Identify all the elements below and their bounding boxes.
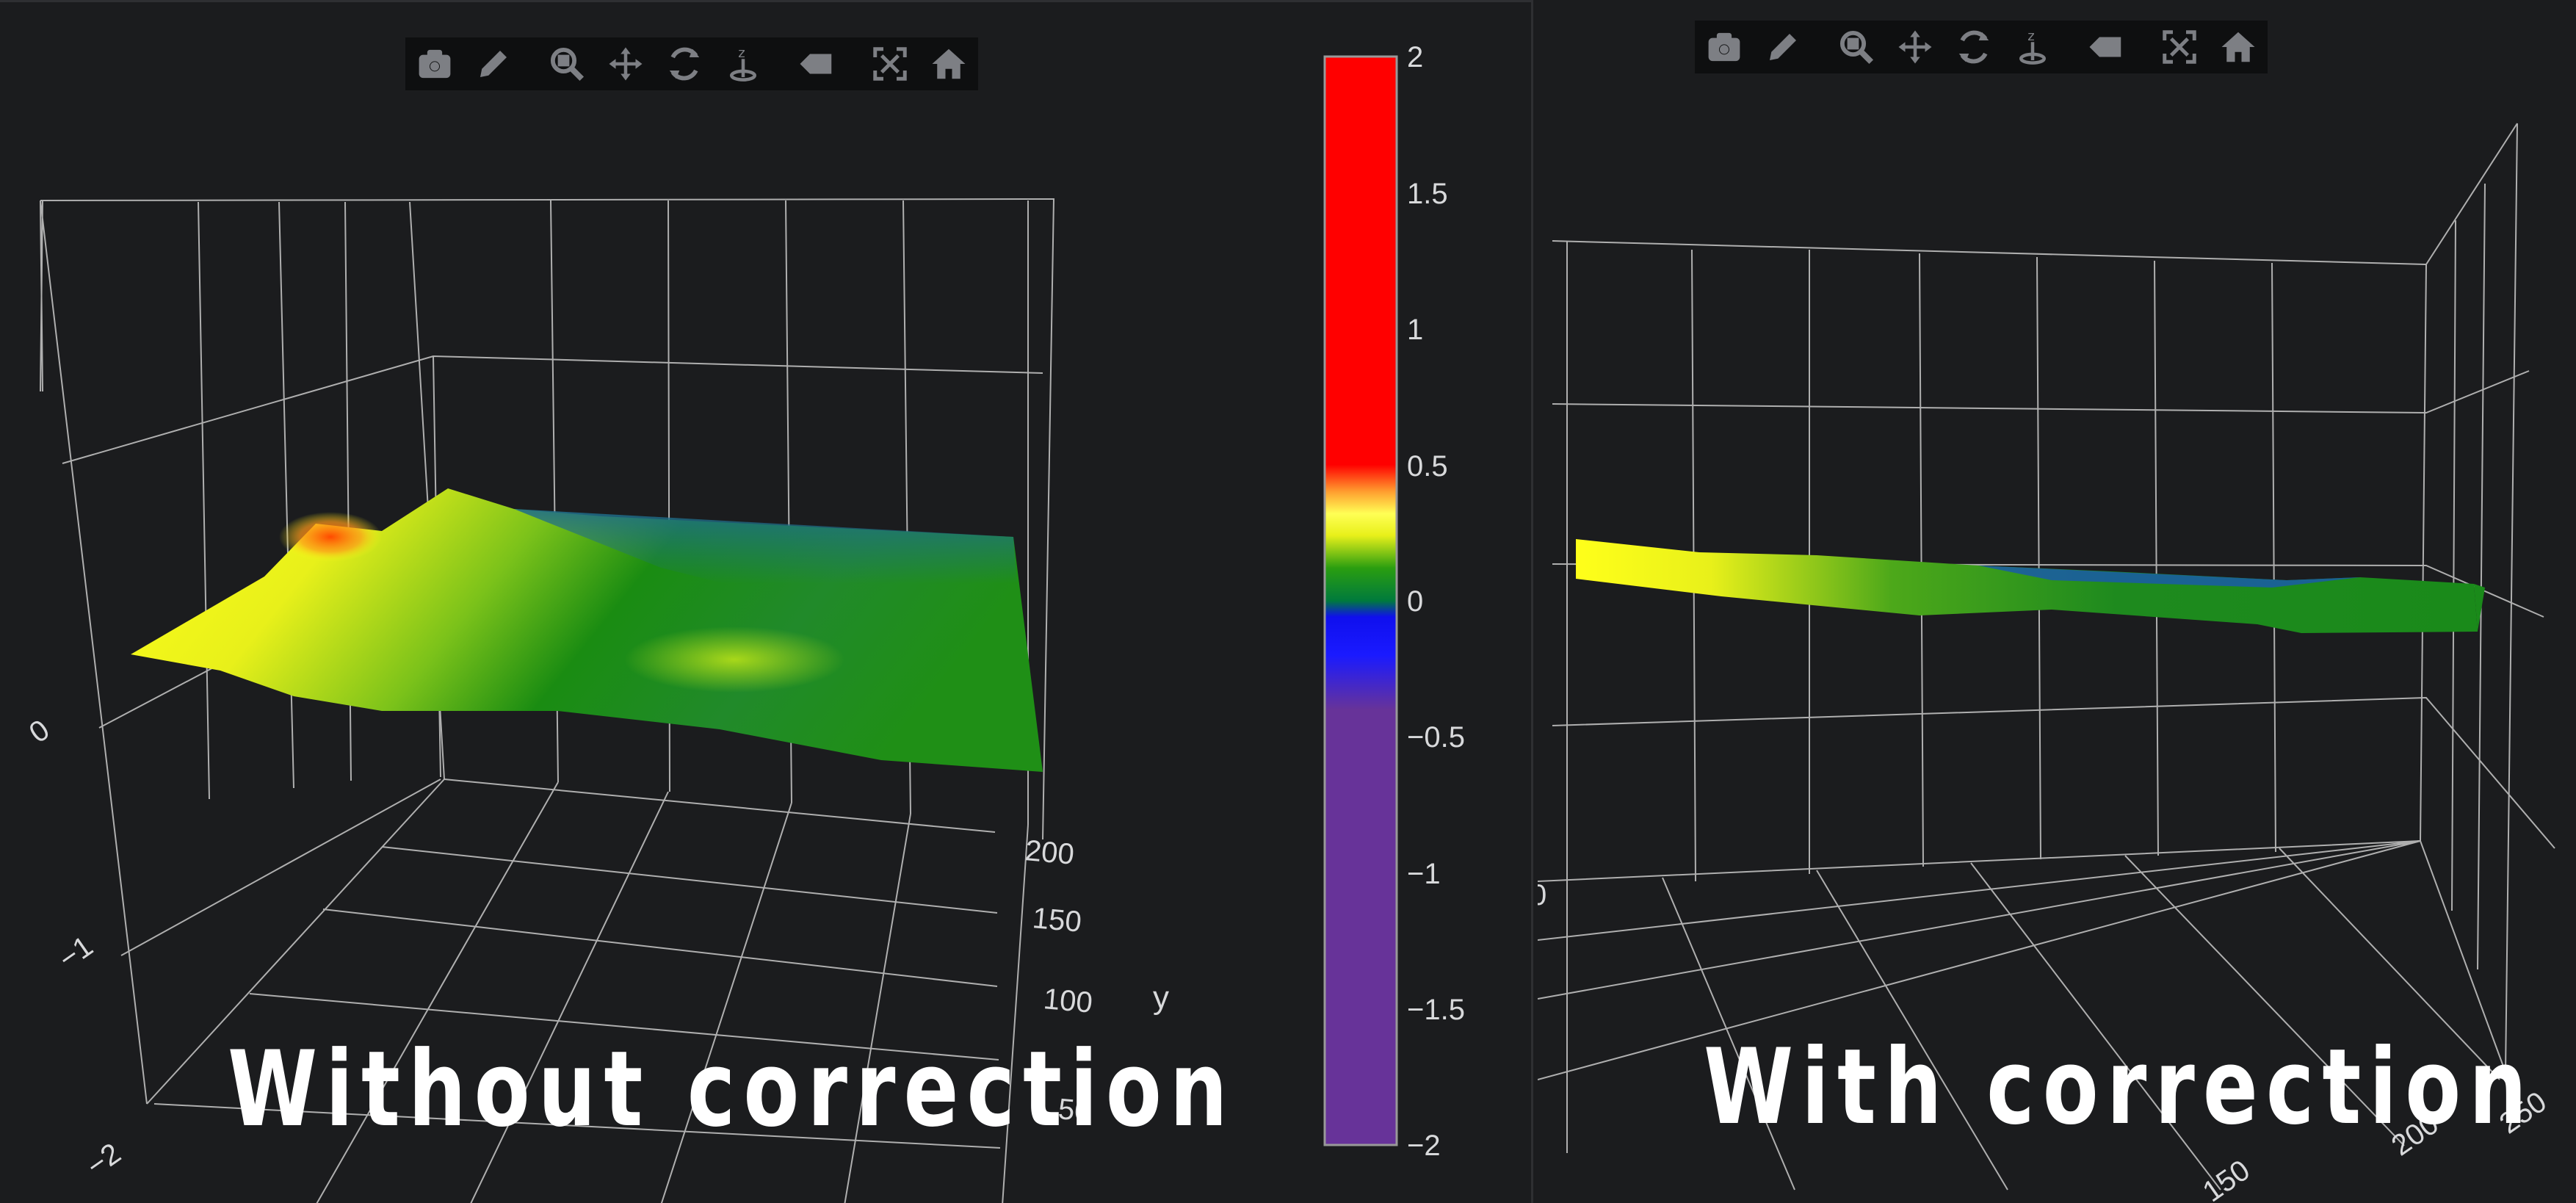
right-plot-panel: z bbox=[1538, 0, 2576, 1203]
grid-lines bbox=[40, 198, 1055, 1203]
colorbar-gradient bbox=[1323, 55, 1398, 1146]
z-tick-neg2: −2 bbox=[81, 1137, 127, 1182]
surface-right bbox=[1576, 539, 2485, 633]
colorbar-tick-neg1: −1 bbox=[1407, 858, 1441, 890]
orbit-rotation-icon[interactable] bbox=[655, 37, 714, 90]
autoscale-icon[interactable] bbox=[2150, 21, 2209, 73]
y-tick-200: 200 bbox=[1024, 834, 1075, 871]
pan-icon[interactable] bbox=[596, 37, 655, 90]
reset-camera-icon[interactable] bbox=[787, 37, 846, 90]
turntable-rotation-icon[interactable]: z bbox=[2003, 21, 2062, 73]
right-tick-150: 150 bbox=[2197, 1154, 2256, 1203]
zoom-icon[interactable] bbox=[1827, 21, 1886, 73]
z-tick-0: 0 bbox=[23, 714, 55, 750]
y-tick-100: 100 bbox=[1042, 983, 1093, 1019]
camera-icon[interactable] bbox=[405, 37, 464, 90]
surface bbox=[131, 488, 1043, 772]
right-3d-surface-plot[interactable]: 250 200 150 0 bbox=[1538, 0, 2576, 1203]
zoom-icon[interactable] bbox=[538, 37, 596, 90]
right-caption: With correction bbox=[1704, 1027, 2535, 1148]
plot-toolbar: z bbox=[405, 37, 978, 90]
home-icon[interactable] bbox=[919, 37, 978, 90]
colorbar-tick-0: 0 bbox=[1407, 585, 1423, 618]
camera-icon[interactable] bbox=[1695, 21, 1754, 73]
pencil-icon[interactable] bbox=[464, 37, 523, 90]
plot-toolbar-right: z bbox=[1695, 21, 2268, 73]
z-tick-labels: 0 −1 −2 bbox=[23, 714, 127, 1183]
turntable-rotation-icon[interactable]: z bbox=[714, 37, 773, 90]
left-3d-surface-plot[interactable]: 0 −1 −2 200 150 100 50 y bbox=[0, 2, 1533, 1203]
y-tick-150: 150 bbox=[1031, 902, 1082, 939]
colorbar-tick-neg1.5: −1.5 bbox=[1407, 994, 1465, 1026]
autoscale-icon[interactable] bbox=[861, 37, 919, 90]
pencil-icon[interactable] bbox=[1754, 21, 1812, 73]
svg-text:z: z bbox=[2027, 29, 2034, 44]
svg-text:z: z bbox=[738, 46, 745, 61]
colorbar-tick-1.5: 1.5 bbox=[1407, 178, 1448, 210]
pan-icon[interactable] bbox=[1886, 21, 1944, 73]
y-tick-labels: 200 150 100 50 y bbox=[1024, 834, 1169, 1128]
orbit-rotation-icon[interactable] bbox=[1944, 21, 2003, 73]
colorbar-tick-0.5: 0.5 bbox=[1407, 450, 1448, 483]
colorbar: 2 1.5 1 0.5 0 −0.5 −1 −1.5 −2 bbox=[1323, 41, 1465, 1162]
home-icon[interactable] bbox=[2209, 21, 2268, 73]
z-tick-neg1: −1 bbox=[53, 930, 99, 975]
left-caption: Without correction bbox=[228, 1029, 1236, 1150]
y-tick-50: 50 bbox=[1057, 1093, 1092, 1128]
left-plot-panel: z bbox=[0, 0, 1533, 1203]
colorbar-tick-neg2: −2 bbox=[1407, 1130, 1441, 1162]
y-axis-label: y bbox=[1153, 980, 1169, 1016]
reset-camera-icon[interactable] bbox=[2077, 21, 2135, 73]
colorbar-tick-1: 1 bbox=[1407, 314, 1423, 346]
colorbar-tick-neg0.5: −0.5 bbox=[1407, 721, 1465, 754]
right-tick-0: 0 bbox=[1538, 879, 1546, 911]
colorbar-tick-2: 2 bbox=[1407, 41, 1423, 73]
